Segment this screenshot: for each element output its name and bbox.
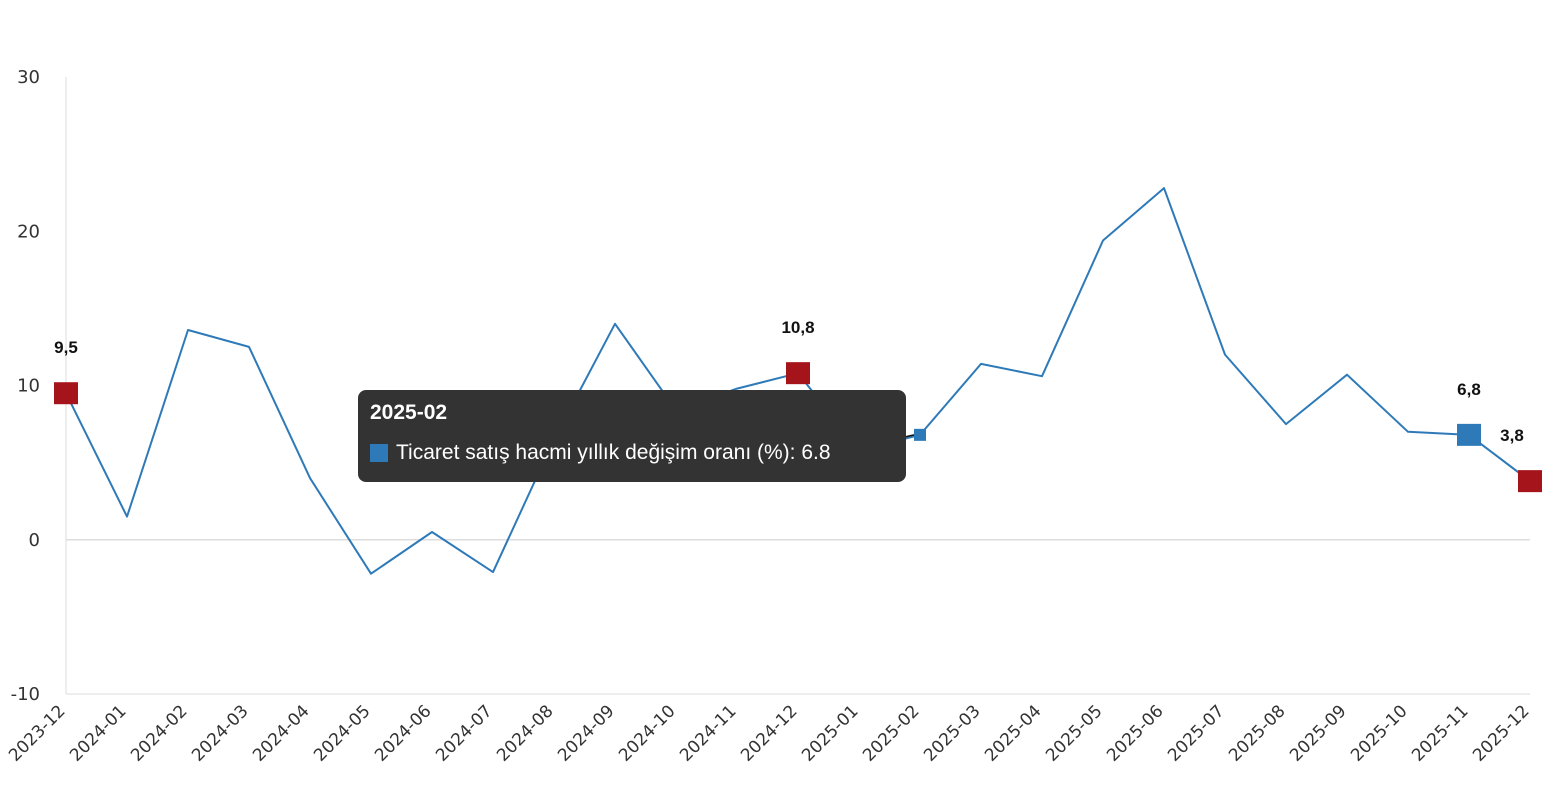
y-tick-label: 10 [17,376,40,397]
x-tick-label: 2025-11 [1408,701,1472,765]
data-label: 10,8 [781,318,814,337]
x-tick-label: 2024-07 [432,701,496,765]
x-tick-label: 2023-12 [5,701,69,765]
x-tick-label: 2025-07 [1164,701,1228,765]
x-tick-label: 2025-10 [1347,701,1411,765]
x-tick-label: 2024-08 [493,701,557,765]
x-tick-label: 2024-09 [554,701,618,765]
data-label: 6,8 [1457,380,1481,399]
x-tick-label: 2025-04 [981,701,1045,765]
tooltip-row: Ticaret satış hacmi yıllık değişim oranı… [370,440,894,466]
y-tick-label: -10 [11,684,40,705]
x-tick-label: 2025-01 [798,701,862,765]
x-tick-label: 2024-05 [310,701,374,765]
x-tick-label: 2025-06 [1103,701,1167,765]
x-tick-label: 2024-10 [615,701,679,765]
x-tick-label: 2025-08 [1225,701,1289,765]
x-tick-label: 2024-12 [737,701,801,765]
tooltip-title: 2025-02 [370,401,448,424]
tooltip-series-swatch [370,444,388,462]
x-tick-label: 2025-09 [1286,701,1350,765]
x-tick-label: 2025-03 [920,701,984,765]
data-labels: 9,5 10,8 6,8 3,8 [54,318,1524,445]
x-tick-label: 2024-04 [249,701,313,765]
marker-layer [54,362,1542,493]
x-tick-label: 2025-12 [1469,701,1533,765]
x-tick-label: 2024-03 [188,701,252,765]
x-tick-label: 2024-11 [676,701,740,765]
data-point-marker [1518,470,1542,493]
y-tick-label: 20 [17,221,40,242]
x-tick-label: 2024-01 [66,701,130,765]
x-tick-label: 2025-05 [1042,701,1106,765]
x-tick-label: 2025-02 [859,701,923,765]
data-point-marker [786,362,810,385]
x-tick-label: 2024-02 [127,701,191,765]
y-tick-label: 30 [17,67,40,88]
data-point-marker [54,382,78,405]
data-point-marker [1457,423,1481,446]
y-tick-label: 0 [29,530,40,551]
y-tick-labels: -10 0 10 20 30 [11,67,40,705]
x-tick-labels: 2023-122024-012024-022024-032024-042024-… [5,701,1533,765]
tooltip-text: Ticaret satış hacmi yıllık değişim oranı… [396,441,831,464]
data-label: 9,5 [54,338,78,357]
data-label: 3,8 [1500,426,1524,445]
axis-layer [65,77,1530,695]
x-tick-label: 2024-06 [371,701,435,765]
tooltip: 2025-02 Ticaret satış hacmi yıllık değiş… [358,390,906,482]
hover-point-marker [914,428,926,441]
